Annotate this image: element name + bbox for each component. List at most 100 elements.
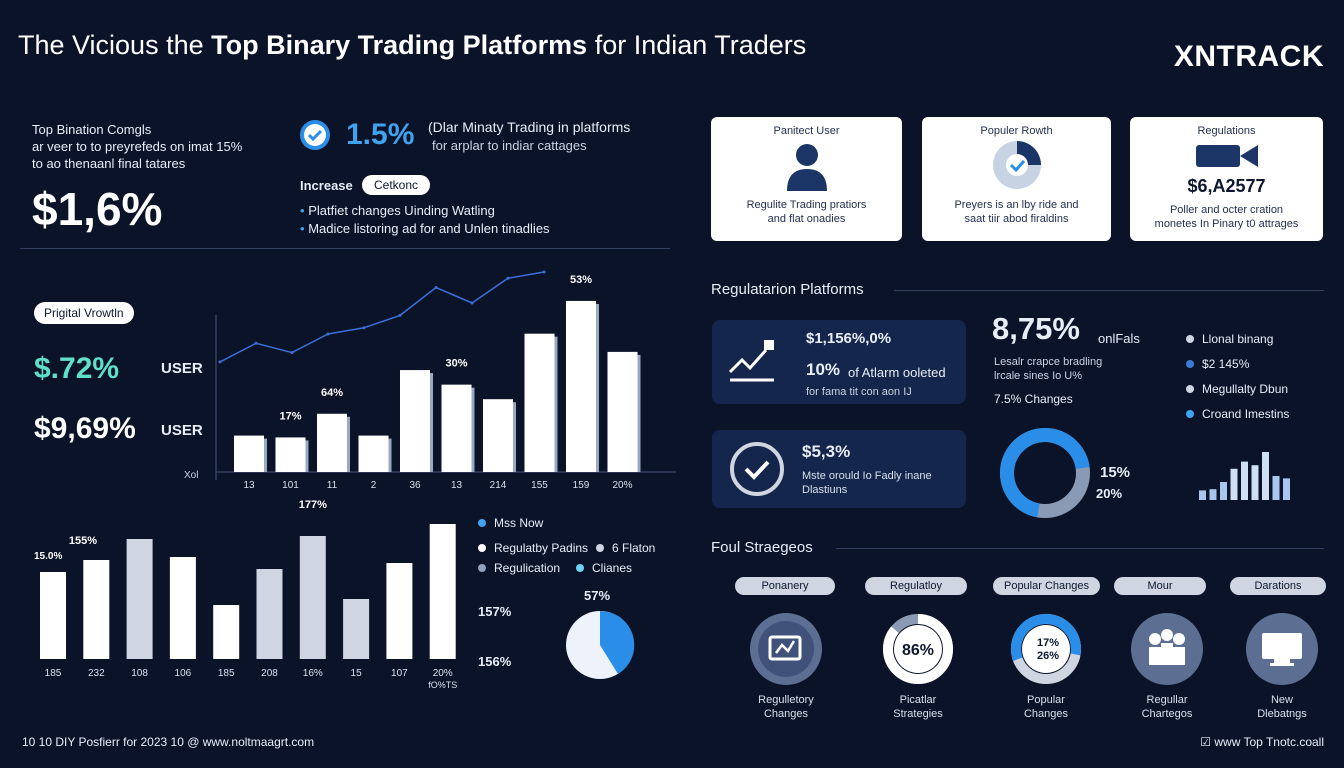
increase-label: Increase xyxy=(300,178,353,193)
chart1-tick-label: 13 xyxy=(451,480,463,491)
regulatory-divider xyxy=(894,290,1324,291)
check-badge-icon xyxy=(300,120,330,150)
strategy-1-icon xyxy=(750,613,822,685)
chart1-tick-label: 11 xyxy=(327,480,338,491)
chart1-bar xyxy=(275,437,306,472)
footer-right: ☑ www Top Tnotc.coall xyxy=(1200,735,1324,749)
legend-item-2: Regulatby Padins xyxy=(478,541,588,555)
strategy-tag-3: Popular Changes xyxy=(993,577,1100,595)
chart2-bar xyxy=(386,563,413,659)
legend-item-1: Mss Now xyxy=(478,516,543,530)
growth-bar-line-chart: Xol 13 101 11 2 36 13 214 155 159 20% 17% 64% 30% 53% xyxy=(184,270,676,491)
growth-value-1: $.72% xyxy=(34,352,120,385)
chart2-tick-label: 106 xyxy=(175,668,192,679)
chart1-trend-line xyxy=(219,271,545,363)
strategy-4-caption: Regullar Chartegos xyxy=(1141,694,1193,720)
chart1-trend-point xyxy=(434,286,438,289)
chart1-tick-label: 155 xyxy=(531,480,548,491)
chart2-tick-label: 20% xyxy=(433,668,453,679)
strategies-heading: Foul Straegeos xyxy=(711,539,813,556)
chart3-bar xyxy=(1272,476,1280,500)
intro-stat-value: 1.5% xyxy=(346,118,415,151)
legend-item-4: Regulication xyxy=(478,561,560,575)
chart2-last-sublabel: fO%TS xyxy=(428,680,457,690)
chart2-tick-label: 107 xyxy=(391,668,408,679)
bullet-1: • Platfiet changes Uinding Watling xyxy=(300,203,495,218)
chart2-tick-label: 185 xyxy=(45,668,62,679)
chart3-bar xyxy=(1251,465,1259,500)
chart1-bar xyxy=(234,435,264,472)
trend-chart-icon xyxy=(728,340,774,382)
donut-label-1: 15% xyxy=(1100,464,1131,481)
platform-bar-chart: 185 232 108 106 185 208 16% 15 107 20% 155% 177% 15.… xyxy=(34,499,457,690)
chart1-bar xyxy=(441,384,472,472)
intro-lead-line1: ar veer to to preyrefeds on imat 15% xyxy=(32,139,243,154)
pie-label: 57% xyxy=(584,588,611,603)
strategy-tag-5: Darations xyxy=(1230,577,1326,595)
regulatory-donut-chart xyxy=(1000,428,1090,518)
page-title: The Vicious the Top Binary Trading Platf… xyxy=(18,30,807,60)
chart1-bar xyxy=(524,333,555,472)
chart1-trend-point xyxy=(470,301,474,305)
chart3-bar xyxy=(1220,482,1227,500)
svg-text:86%: 86% xyxy=(902,642,934,659)
strategy-2-donut: 86% xyxy=(883,614,953,684)
chart2-tick-label: 108 xyxy=(131,668,148,679)
chart3-bar xyxy=(1230,468,1238,500)
chart3-bar xyxy=(1241,461,1248,500)
chart3-bar xyxy=(1283,478,1290,500)
strategy-5-monitor-icon xyxy=(1246,613,1318,685)
chart2-bar xyxy=(256,569,283,659)
chart1-bar xyxy=(566,300,596,472)
chart1-tick-label: 101 xyxy=(282,480,299,491)
chart1-data-label: 30% xyxy=(445,358,467,370)
regulatory-big-suffix: onlFals xyxy=(1098,331,1140,346)
growth-value-2-label: USER xyxy=(161,422,203,439)
svg-text:17%: 17% xyxy=(1037,637,1059,649)
box2-value: $5,3% xyxy=(802,442,851,461)
chart2-tick-label: 15 xyxy=(351,668,363,679)
growth-value-2: $9,69% xyxy=(34,412,136,445)
chart2-bar xyxy=(429,524,456,659)
chart1-tick-label: 13 xyxy=(243,480,255,491)
box1-sub3: for fama tit con aon IJ xyxy=(806,386,912,398)
regulatory-big-line2: lrcale sines Io U% xyxy=(994,370,1083,382)
legend-item-5: Clianes xyxy=(576,561,632,575)
chart2-tick-label: 232 xyxy=(88,668,105,679)
svg-text:26%: 26% xyxy=(1037,650,1059,662)
chart1-trend-point xyxy=(542,270,546,274)
regulatory-box-2: $5,3% Mste orould Io Fadly inane Dlastiu… xyxy=(712,430,966,508)
chart2-data-label: 155% xyxy=(69,535,97,547)
box1-sub: 10% xyxy=(806,360,841,379)
right-legend-4: Croand Imestins xyxy=(1186,407,1289,421)
mini-bar-chart xyxy=(1199,452,1290,500)
chart1-tick-label: 20% xyxy=(612,480,632,491)
strategy-3-donut: 17% 26% xyxy=(1011,614,1081,684)
globe-gauge-icon xyxy=(992,141,1041,189)
chart1-bar xyxy=(317,413,347,472)
box2-line1: Mste orould Io Fadly inane xyxy=(802,470,932,482)
strategies-divider xyxy=(836,548,1324,549)
regulatory-big-line1: Lesalr crapce bradling xyxy=(994,356,1103,368)
intro-lead-title: Top Bination Comgls xyxy=(32,122,152,137)
chart1-bar xyxy=(358,435,389,472)
chart1-trend-point xyxy=(254,341,258,345)
box1-value: $1,156%,0% xyxy=(806,330,892,347)
chart1-bar xyxy=(607,351,638,472)
regulatory-big-value: 8,75% xyxy=(992,311,1080,346)
bullet-2: • Madice listoring ad for and Unlen tina… xyxy=(300,221,550,236)
chart1-trend-point xyxy=(398,313,402,317)
donut-label-2: 20% xyxy=(1096,486,1123,501)
box1-sub2: of Atlarm ooleted xyxy=(848,365,946,380)
chart2-bar xyxy=(40,572,66,659)
chart2-side-label: 15.0% xyxy=(34,551,62,562)
chart3-bar xyxy=(1262,452,1269,500)
chart2-data-label: 177% xyxy=(299,499,327,511)
strategy-tag-2: Regulatloy xyxy=(865,577,967,595)
chart1-data-label: 64% xyxy=(321,387,343,399)
card-panitect-user: Panitect User Regulite Trading pratiors … xyxy=(711,117,902,241)
increase-pill: Cetkonc xyxy=(362,175,431,195)
check-circle-icon xyxy=(730,442,784,496)
share-pie-chart xyxy=(566,610,635,679)
chart1-trend-point xyxy=(506,276,510,280)
